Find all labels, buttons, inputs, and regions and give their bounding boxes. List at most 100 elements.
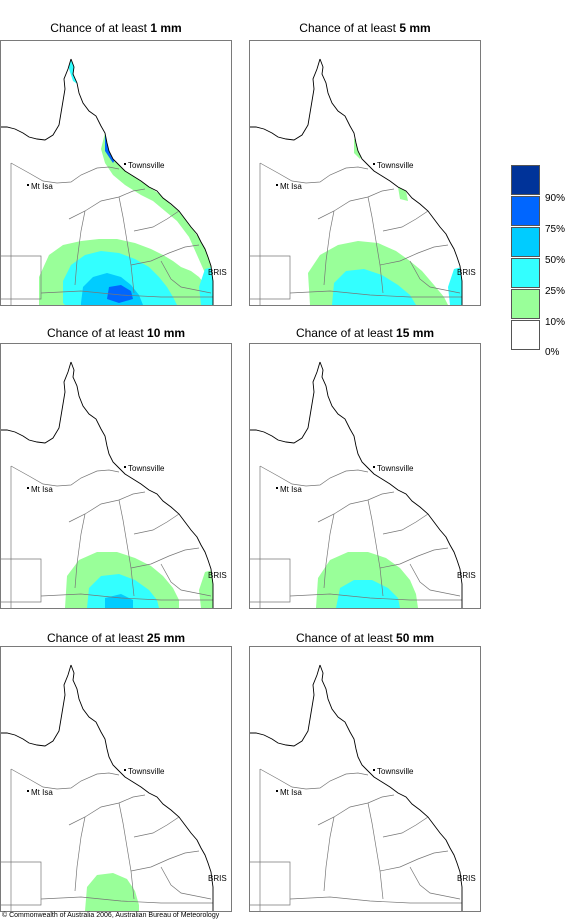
rainfall-zone <box>107 285 133 303</box>
brisbane-label: BRIS <box>457 268 476 277</box>
coastline <box>250 361 321 444</box>
panel-title-25mm: Chance of at least 25 mm <box>0 631 232 645</box>
boundary-line <box>379 547 449 569</box>
queensland-map: Townsville Mt Isa BRIS <box>250 664 476 911</box>
boundary-line <box>133 210 180 232</box>
boundary-line <box>409 260 461 294</box>
boundary-line <box>289 896 462 904</box>
brisbane-label: BRIS <box>457 571 476 580</box>
boundary-line <box>379 244 449 266</box>
queensland-map: Townsville Mt Isa BRIS <box>250 361 476 608</box>
rainfall-zones <box>85 873 139 911</box>
boundary-line <box>10 768 120 790</box>
legend-swatch-25 <box>511 258 540 288</box>
legend-swatch-10 <box>511 289 540 319</box>
townsville-label: Townsville <box>128 161 165 170</box>
boundary-line <box>317 188 395 220</box>
rainfall-zone <box>109 440 119 462</box>
title-prefix: Chance of at least <box>46 631 148 645</box>
boundary-line <box>259 768 369 790</box>
boundary-line <box>289 593 462 601</box>
title-amount: 1 mm <box>150 21 182 35</box>
coastline <box>1 58 72 141</box>
boundary-line <box>10 162 120 184</box>
rainfall-zones <box>316 462 418 608</box>
mt-isa-marker <box>276 790 278 792</box>
boundary-line <box>382 210 429 232</box>
queensland-map: Townsville Mt Isa BRIS <box>1 58 227 305</box>
title-amount: 25 mm <box>147 631 186 645</box>
boundary-line <box>160 866 212 900</box>
rainfall-zone <box>448 267 462 305</box>
legend-label-0: 0% <box>545 347 560 358</box>
boundary-line <box>259 465 369 487</box>
brisbane-label: BRIS <box>208 571 227 580</box>
rainfall-zone <box>85 873 139 911</box>
title-amount: 15 mm <box>396 326 435 340</box>
boundary-line <box>68 188 146 220</box>
boundary-line <box>367 499 384 597</box>
boundary-line <box>118 196 135 294</box>
queensland-map: Townsville Mt Isa BRIS <box>1 664 227 911</box>
map-panel-10mm: Townsville Mt Isa BRIS <box>0 343 232 609</box>
boundary-line <box>250 255 291 300</box>
townsville-marker <box>373 466 375 468</box>
rainfall-zone <box>199 570 213 608</box>
legend-swatch-0 <box>511 320 540 350</box>
mt-isa-marker <box>276 487 278 489</box>
boundary-line <box>367 802 384 900</box>
boundary-line <box>74 210 86 286</box>
rainfall-zone <box>336 580 400 608</box>
boundary-line <box>160 563 212 597</box>
boundary-line <box>367 196 384 294</box>
townsville-label: Townsville <box>128 464 165 473</box>
boundary-line <box>1 861 42 906</box>
coastline <box>319 361 463 608</box>
coastline <box>250 58 321 141</box>
mt-isa-label: Mt Isa <box>31 788 53 797</box>
boundary-line <box>68 491 146 523</box>
title-prefix: Chance of at least <box>295 631 397 645</box>
boundary-line <box>323 816 335 892</box>
boundary-line <box>379 850 449 872</box>
rainfall-zones <box>65 440 213 608</box>
legend-swatch-75 <box>511 196 540 226</box>
boundary-line <box>40 896 213 904</box>
title-amount: 50 mm <box>396 631 435 645</box>
mt-isa-label: Mt Isa <box>280 485 302 494</box>
boundary-line <box>250 558 291 603</box>
boundary-line <box>317 491 395 523</box>
mt-isa-marker <box>27 487 29 489</box>
boundary-line <box>160 260 212 294</box>
legend-label-25: 25% <box>545 286 566 297</box>
boundary-line <box>382 513 429 535</box>
coastline <box>319 664 463 911</box>
boundary-line <box>289 290 462 298</box>
boundary-line <box>317 794 395 826</box>
copyright-notice: © Commonwealth of Australia 2006, Austra… <box>2 912 220 919</box>
boundary-line <box>74 513 86 589</box>
queensland-map: Townsville Mt Isa BRIS <box>250 58 476 305</box>
legend-swatch-50 <box>511 227 540 257</box>
coastline <box>70 664 214 911</box>
rainfall-zones <box>39 59 213 305</box>
coastline <box>319 58 463 305</box>
boundary-line <box>409 563 461 597</box>
coastline <box>70 361 214 608</box>
boundary-line <box>118 802 135 900</box>
boundary-line <box>409 866 461 900</box>
brisbane-label: BRIS <box>457 874 476 883</box>
title-prefix: Chance of at least <box>295 326 397 340</box>
mt-isa-label: Mt Isa <box>31 182 53 191</box>
townsville-marker <box>373 163 375 165</box>
map-panel-50mm: Townsville Mt Isa BRIS <box>249 646 481 912</box>
boundary-line <box>133 513 180 535</box>
legend-label-50: 50% <box>545 255 566 266</box>
boundary-line <box>68 794 146 826</box>
townsville-marker <box>124 769 126 771</box>
boundary-line <box>323 210 335 286</box>
boundary-line <box>118 499 135 597</box>
panel-title-5mm: Chance of at least 5 mm <box>249 21 481 35</box>
coastline <box>1 361 72 444</box>
panel-title-15mm: Chance of at least 15 mm <box>249 326 481 340</box>
